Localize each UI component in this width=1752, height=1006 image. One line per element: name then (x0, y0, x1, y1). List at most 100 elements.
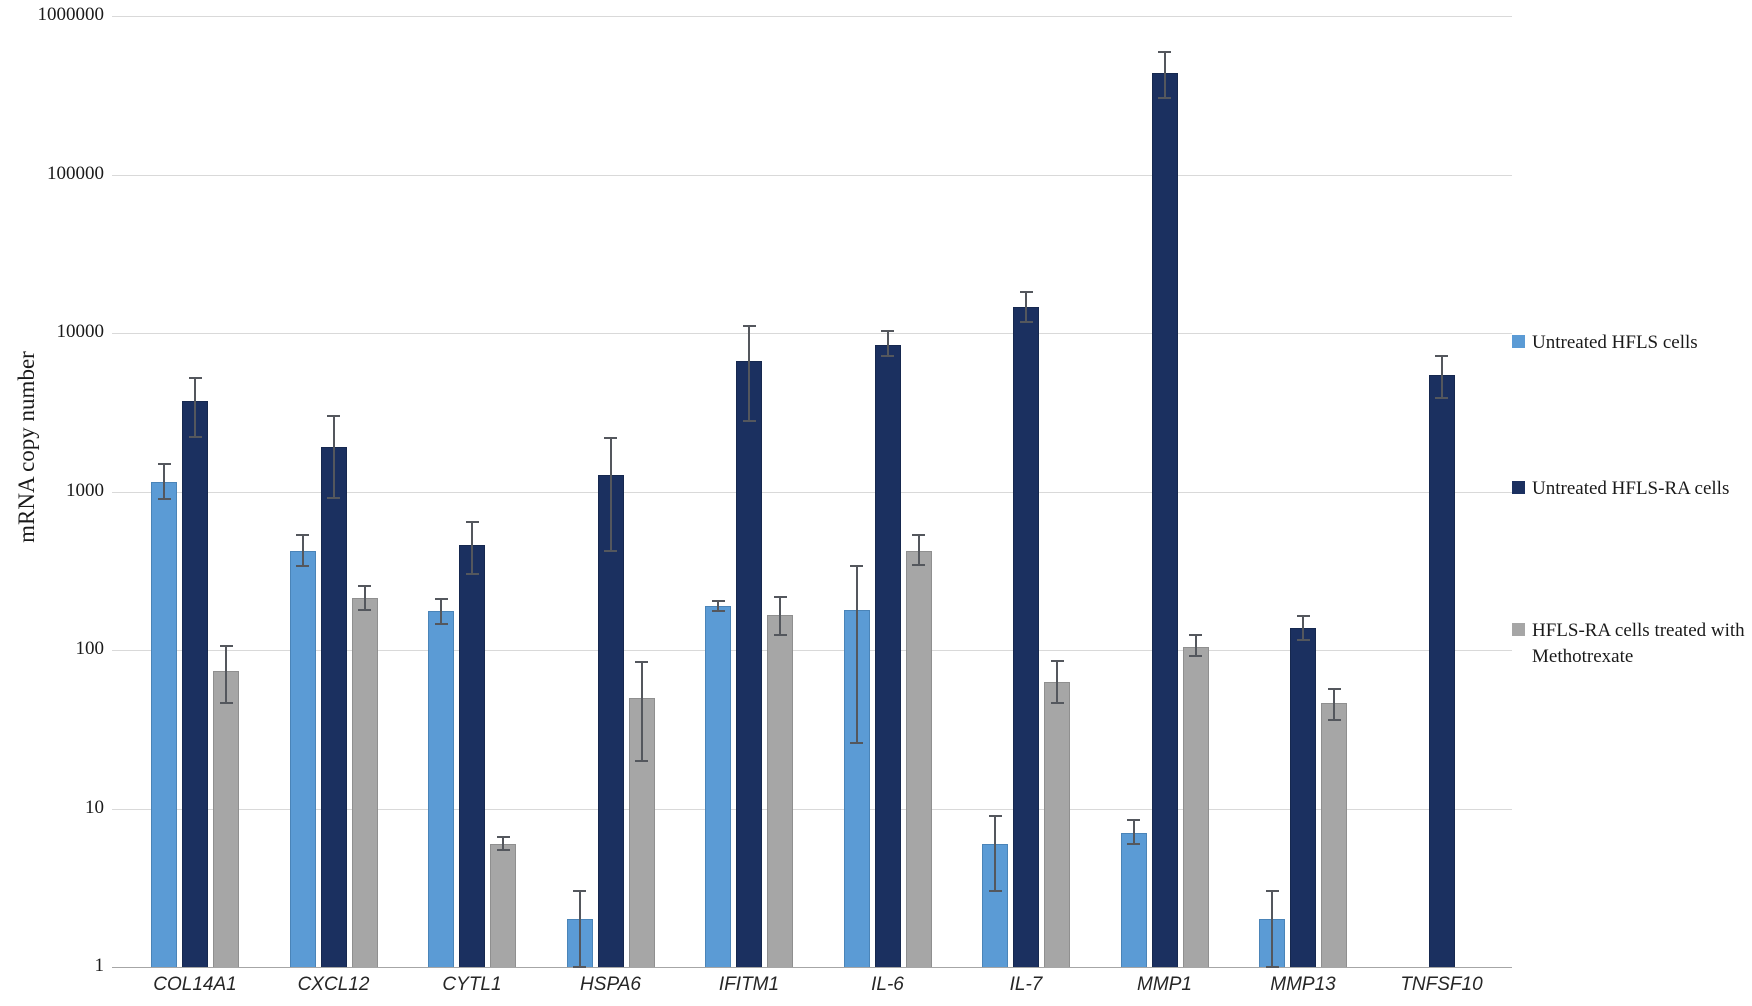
y-tick-label: 100000 (47, 162, 104, 184)
error-bar-cap (711, 610, 725, 613)
error-bar-cap (1050, 702, 1064, 705)
bar-cytl1-series1 (428, 611, 454, 967)
error-bar-cap (1435, 396, 1448, 399)
error-bar (779, 596, 781, 636)
error-bar-cap (881, 329, 894, 332)
error-bar (363, 585, 366, 610)
error-bar (748, 326, 750, 421)
error-bar-cap (1189, 634, 1202, 637)
error-bar-cap (742, 325, 756, 328)
gridline (112, 491, 1512, 493)
gridline (112, 808, 1512, 810)
error-bar-cap (1127, 842, 1140, 845)
error-bar-cap (296, 534, 309, 537)
error-bar-cap (1050, 660, 1064, 663)
error-bar-cap (635, 661, 648, 663)
bar-il-7-series2 (1013, 306, 1039, 967)
error-bar (225, 645, 227, 704)
y-tick-label: 1 (94, 955, 105, 976)
legend-swatch-icon (1512, 623, 1525, 636)
error-bar (717, 600, 719, 612)
error-bar (194, 378, 196, 438)
error-bar-cap (850, 741, 863, 744)
bar-ifitm1-series1 (705, 605, 731, 967)
x-category-label: HSPA6 (580, 974, 641, 995)
bar-cxcl12-series1 (289, 551, 316, 967)
x-axis-line (112, 967, 1512, 968)
x-category-label: MMP1 (1137, 974, 1192, 995)
error-bar-cap (773, 634, 787, 637)
error-bar (609, 438, 612, 552)
bar-mmp13-series2 (1290, 627, 1316, 967)
error-bar (1194, 635, 1197, 656)
error-bar (640, 662, 643, 761)
legend-item: Untreated HFLS cells (1512, 330, 1698, 356)
error-bar-cap (1296, 614, 1310, 617)
error-bar (163, 463, 165, 499)
error-bar (1271, 891, 1273, 967)
error-bar-cap (1327, 687, 1341, 690)
error-bar-cap (773, 595, 787, 598)
error-bar-cap (219, 644, 233, 647)
bar-col14a1-series1 (151, 481, 177, 967)
error-bar-cap (1189, 654, 1202, 657)
error-bar (332, 415, 335, 498)
error-bar-cap (219, 702, 233, 705)
bar-mmp13-series3 (1321, 703, 1347, 967)
error-bar-cap (434, 623, 448, 626)
error-bar (1056, 661, 1058, 704)
error-bar-cap (573, 966, 586, 968)
legend-swatch-icon (1512, 481, 1525, 494)
error-bar-cap (988, 890, 1002, 893)
gridline (112, 333, 1512, 334)
error-bar-cap (1296, 639, 1310, 642)
bar-col14a1-series3 (213, 670, 239, 967)
error-bar (886, 330, 889, 356)
bar-il-7-series3 (1044, 681, 1070, 967)
error-bar-cap (496, 848, 510, 851)
bar-col14a1-series2 (182, 401, 208, 967)
error-bar-cap (1265, 890, 1279, 893)
error-bar (917, 535, 920, 565)
y-tick-label: 1000000 (37, 4, 105, 25)
x-category-label: IL-6 (871, 974, 904, 995)
error-bar (1333, 688, 1335, 721)
error-bar-cap (358, 584, 371, 587)
y-tick-label: 100 (75, 638, 105, 659)
error-bar-cap (188, 436, 202, 439)
bar-cytl1-series2 (459, 544, 485, 967)
error-bar-cap (1435, 354, 1448, 357)
bar-mmp1-series3 (1182, 647, 1209, 967)
error-bar-cap (157, 462, 171, 465)
error-bar-cap (188, 377, 202, 379)
error-bar-cap (635, 759, 648, 762)
error-bar-cap (1265, 966, 1279, 968)
error-bar-cap (711, 599, 725, 602)
error-bar-cap (358, 608, 371, 611)
legend-item: Untreated HFLS-RA cells (1512, 476, 1729, 502)
bar-ifitm1-series3 (767, 615, 793, 967)
x-category-label: COL14A1 (153, 974, 237, 995)
error-bar-cap (1327, 719, 1341, 722)
bar-ifitm1-series2 (736, 361, 762, 967)
x-category-label: IFITM1 (718, 974, 780, 995)
bar-tnfsf10-series2 (1428, 375, 1455, 967)
error-bar-cap (604, 550, 617, 553)
error-bar-cap (742, 419, 756, 422)
legend-swatch-icon (1512, 335, 1525, 348)
error-bar-cap (1127, 818, 1140, 821)
y-tick-label: 10000 (56, 321, 105, 342)
error-bar-cap (912, 563, 925, 566)
x-category-label: TNFSF10 (1400, 974, 1483, 995)
x-category-label: MMP13 (1270, 974, 1336, 995)
gridline (112, 650, 1512, 651)
bar-il-6-series2 (874, 345, 901, 967)
error-bar-cap (465, 573, 479, 576)
plot-area (112, 16, 1512, 968)
error-bar-cap (988, 814, 1002, 817)
bar-cxcl12-series2 (320, 447, 347, 967)
gridline (112, 16, 1512, 17)
error-bar-cap (1158, 51, 1171, 54)
error-bar-cap (573, 890, 586, 893)
